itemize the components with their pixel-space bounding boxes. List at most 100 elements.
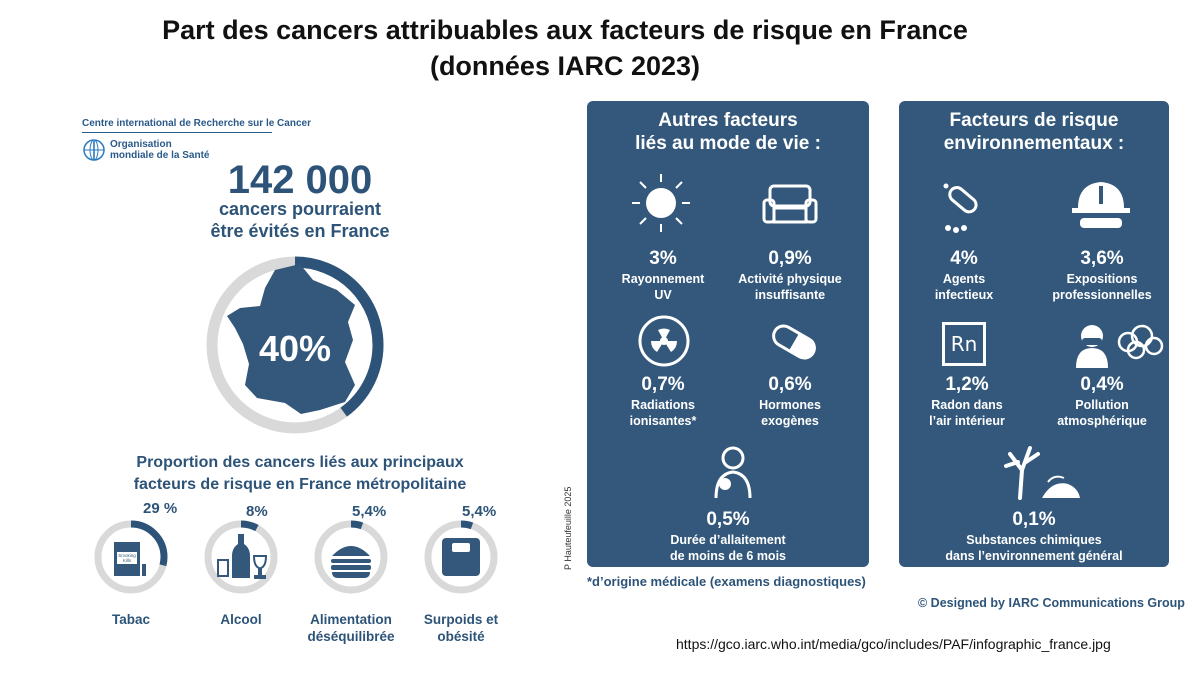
surpoids-label-2: obésité	[437, 629, 485, 644]
main-percent: 40%	[258, 328, 332, 369]
alimentation-label: Alimentation déséquilibrée	[296, 611, 406, 645]
radiation-label-1: Radiations	[631, 398, 695, 412]
lifestyle-title: Autres facteurs liés au mode de vie :	[587, 109, 869, 155]
alcool-arc	[204, 520, 278, 594]
activity-label-1: Activité physique	[738, 272, 842, 286]
occupational-label-2: professionnelles	[1052, 288, 1152, 302]
dead-tree-icon	[1004, 446, 1080, 500]
proportion-title: Proportion des cancers liés aux principa…	[100, 452, 500, 496]
armchair-icon	[762, 184, 818, 224]
surpoids-label-1: Surpoids et	[423, 612, 499, 627]
infectious-percent: 4%	[950, 248, 978, 269]
avoidable-sub-1: cancers pourraient	[218, 199, 382, 219]
alcool-label: Alcool	[206, 611, 276, 628]
burger-icon	[332, 546, 370, 556]
surpoids-percent: 5,4%	[462, 503, 497, 520]
breastfeeding-icon	[714, 446, 752, 499]
bottle-icon	[232, 534, 250, 578]
chemicals-percent: 0,1%	[1012, 509, 1056, 530]
chemicals-label-2: dans l’environnement général	[945, 549, 1123, 563]
lifestyle-panel	[587, 101, 869, 567]
radon-label-2: l’air intérieur	[929, 414, 1005, 428]
title-line-2: (données IARC 2023)	[429, 51, 701, 81]
radon-icon: Rn	[942, 322, 986, 366]
hormones-label-2: exogènes	[761, 414, 819, 428]
scale-icon	[442, 538, 480, 576]
uv-cell: 3% Rayonnement UV	[598, 247, 728, 303]
radon-label-1: Radon dans	[931, 398, 1003, 412]
environment-title-1: Facteurs de risque	[949, 110, 1119, 131]
infectious-label-1: Agents	[942, 272, 986, 286]
hard-hat-icon	[1072, 182, 1130, 228]
pack-text-1: Smoking	[118, 553, 136, 558]
source-url: https://gco.iarc.who.int/media/gco/inclu…	[676, 636, 1111, 652]
breastfeeding-percent: 0,5%	[706, 509, 750, 530]
page-title: Part des cancers attribuables aux facteu…	[0, 12, 1130, 84]
chemicals-label-1: Substances chimiques	[966, 533, 1102, 547]
radon-percent: 1,2%	[945, 374, 989, 395]
proportion-title-1: Proportion des cancers liés aux principa…	[136, 454, 464, 471]
bacteria-icon	[943, 183, 978, 233]
breastfeeding-cell: 0,5% Durée d’allaitement de moins de 6 m…	[620, 508, 836, 564]
org-divider	[82, 132, 272, 133]
chemicals-cell: 0,1% Substances chimiques dans l’environ…	[910, 508, 1158, 564]
who-line-2: mondiale de la Santé	[110, 150, 210, 161]
who-line-1: Organisation	[110, 139, 172, 150]
alimentation-arc	[314, 520, 388, 594]
france-ring-chart	[206, 256, 384, 434]
pollution-icon	[1076, 324, 1164, 368]
radiation-cell: 0,7% Radiations ionisantes*	[598, 373, 728, 429]
vertical-credit: P Hauteufeuille 2025	[563, 486, 573, 570]
activity-cell: 0,9% Activité physique insuffisante	[725, 247, 855, 303]
tabac-percent: 29 %	[143, 500, 178, 517]
uv-label-2: UV	[654, 288, 672, 302]
alcool-percent: 8%	[246, 503, 268, 520]
title-line-1: Part des cancers attribuables aux facteu…	[162, 15, 968, 45]
breastfeeding-label-2: de moins de 6 mois	[669, 549, 786, 563]
who-logo-icon	[83, 139, 105, 161]
who-name: Organisation mondiale de la Santé	[110, 139, 209, 161]
tabac-arc	[94, 520, 168, 594]
alcool-ring	[204, 520, 278, 594]
surpoids-ring	[424, 520, 498, 594]
lifestyle-title-2: liés au mode de vie :	[635, 133, 821, 154]
sun-icon	[632, 174, 690, 232]
environment-title-2: environnementaux :	[943, 133, 1125, 154]
infectious-cell: 4% Agents infectieux	[899, 247, 1029, 303]
footnote: *d’origine médicale (examens diagnostiqu…	[587, 574, 866, 589]
alimentation-ring	[314, 520, 388, 594]
avoidable-sub-2: être évités en France	[210, 221, 390, 241]
pollution-percent: 0,4%	[1080, 374, 1124, 395]
lifestyle-title-1: Autres facteurs	[658, 110, 798, 131]
activity-percent: 0,9%	[768, 248, 812, 269]
proportion-title-2: facteurs de risque en France métropolita…	[133, 476, 467, 493]
radon-cell: 1,2% Radon dans l’air intérieur	[907, 373, 1027, 429]
ring-progress	[206, 256, 384, 434]
breastfeeding-label-1: Durée d’allaitement	[670, 533, 786, 547]
alimentation-label-2: déséquilibrée	[307, 629, 395, 644]
environment-title: Facteurs de risque environnementaux :	[899, 109, 1169, 155]
tabac-label: Tabac	[96, 611, 166, 628]
hormones-label-1: Hormones	[759, 398, 821, 412]
beer-glass-icon	[217, 559, 229, 577]
tabac-label-1: Tabac	[111, 612, 150, 627]
alimentation-percent: 5,4%	[352, 503, 387, 520]
infectious-label-2: infectieux	[934, 288, 994, 302]
uv-label-1: Rayonnement	[621, 272, 705, 286]
occupational-label-1: Expositions	[1066, 272, 1138, 286]
tabac-ring: Smoking Kills	[94, 520, 168, 594]
wine-glass-icon	[252, 555, 268, 579]
surpoids-label: Surpoids et obésité	[411, 611, 511, 645]
iarc-name: Centre international de Recherche sur le…	[82, 118, 311, 129]
hormones-percent: 0,6%	[768, 374, 812, 395]
radiation-label-2: ionisantes*	[629, 414, 697, 428]
hormones-cell: 0,6% Hormones exogènes	[725, 373, 855, 429]
radiation-icon	[638, 315, 690, 367]
alimentation-label-1: Alimentation	[310, 612, 392, 627]
surpoids-arc	[424, 520, 498, 594]
pollution-label-1: Pollution	[1075, 398, 1129, 412]
avoidable-cancers-number: 142 000	[227, 158, 373, 202]
pack-text-2: Kills	[123, 558, 132, 563]
pill-icon	[772, 324, 816, 360]
france-map-icon	[227, 264, 355, 414]
